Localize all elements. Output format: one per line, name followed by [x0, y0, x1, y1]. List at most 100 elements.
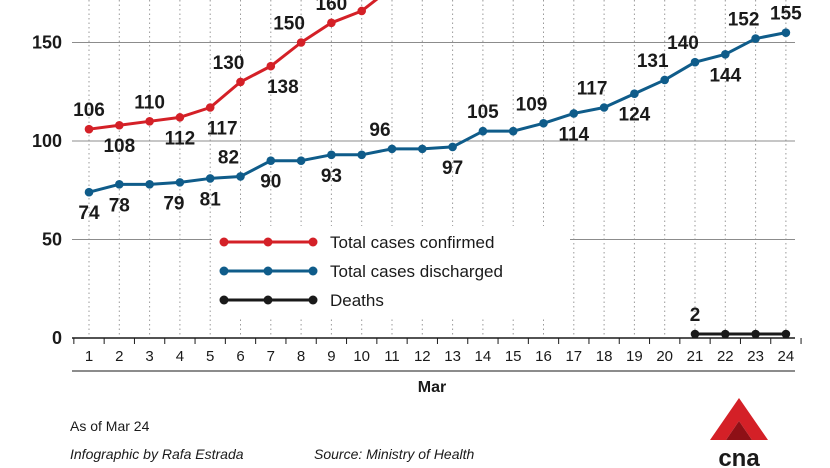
x-tick-label: 15: [505, 348, 522, 365]
data-point: [387, 144, 397, 154]
data-label: 150: [273, 14, 305, 35]
data-point: [84, 124, 94, 134]
data-label: 109: [516, 94, 548, 115]
data-label: 114: [558, 124, 589, 145]
x-tick-label: 23: [747, 348, 764, 365]
data-label: 155: [770, 4, 802, 25]
data-point: [175, 113, 185, 122]
cna-logo-mark: [710, 398, 768, 440]
data-point: [296, 38, 306, 47]
data-point: [690, 57, 700, 67]
legend-swatch-marker: [219, 237, 229, 247]
data-label: 106: [73, 100, 105, 121]
source-note: Source: Ministry of Health: [314, 446, 475, 462]
data-label: 97: [442, 158, 463, 179]
x-tick-label: 17: [565, 348, 582, 365]
data-point: [327, 18, 336, 28]
legend-swatch-marker: [308, 266, 318, 276]
data-point: [630, 89, 639, 99]
data-label: 117: [207, 119, 238, 140]
cna-logo-mark-shade: [726, 421, 752, 440]
as-of-date: As of Mar 24: [70, 418, 150, 434]
x-tick-label: 20: [656, 348, 673, 365]
legend-swatch-marker: [308, 295, 318, 305]
data-point: [599, 103, 609, 112]
data-label: 110: [134, 92, 165, 113]
data-point: [236, 172, 245, 181]
legend-swatch-marker: [219, 266, 229, 276]
data-point: [115, 180, 124, 189]
legend-swatch-marker: [263, 295, 273, 305]
x-tick-label: 19: [626, 348, 643, 365]
data-label: 79: [163, 193, 184, 214]
data-point: [781, 28, 791, 37]
data-point: [145, 180, 154, 189]
legend-swatch-marker: [308, 237, 318, 247]
data-label: 2: [690, 305, 701, 326]
y-tick-label: 100: [32, 131, 62, 151]
series-line: [88, 31, 787, 194]
legend-swatch-marker: [219, 295, 229, 305]
x-tick-label: 6: [236, 348, 244, 365]
legend-label: Total cases confirmed: [330, 233, 494, 252]
data-point: [115, 120, 124, 130]
x-tick-label: 18: [596, 348, 613, 365]
data-point: [569, 109, 579, 118]
y-tick-label: 150: [32, 33, 62, 53]
legend-label: Deaths: [330, 291, 384, 310]
data-label: 117: [577, 79, 608, 100]
data-label: 96: [369, 120, 390, 141]
chart-legend: Total cases confirmed Total cases dischar…: [212, 226, 570, 318]
x-tick-label: 7: [267, 348, 275, 365]
x-tick-label: 5: [206, 348, 214, 365]
data-label: 160: [316, 0, 348, 15]
data-point: [690, 329, 700, 339]
x-tick-label: 14: [475, 348, 492, 365]
data-point: [357, 150, 367, 160]
data-point: [205, 103, 215, 112]
data-label: 82: [218, 147, 239, 168]
x-axis: Mar 1 2 3 4 5 6 7 8 9 10 11 12 13 14 15 16 17 18 19 20 21 22 2…: [72, 337, 802, 396]
x-tick-label: 12: [414, 348, 431, 365]
data-label: 81: [200, 189, 222, 210]
x-tick-label: 21: [687, 348, 704, 365]
data-point: [751, 329, 760, 339]
data-label: 144: [709, 65, 741, 86]
x-tick-label: 10: [353, 348, 370, 365]
x-tick-label: 1: [85, 348, 93, 365]
data-point: [236, 77, 245, 87]
data-point: [721, 50, 730, 59]
data-point: [781, 329, 791, 339]
legend-swatch-marker: [263, 237, 273, 247]
data-point: [539, 118, 548, 128]
x-tick-label: 16: [535, 348, 552, 365]
y-axis: 0 50 100 150: [32, 33, 62, 349]
x-tick-label: 3: [145, 348, 153, 365]
data-point: [751, 34, 760, 43]
data-point: [418, 144, 427, 154]
data-label: 124: [619, 105, 651, 126]
data-point: [448, 142, 457, 152]
data-label: 130: [213, 53, 245, 74]
data-label: 93: [321, 166, 342, 187]
data-point: [266, 61, 276, 71]
legend-swatch-marker: [263, 266, 273, 276]
data-point: [266, 156, 276, 165]
data-point: [660, 75, 669, 85]
data-point: [145, 117, 154, 126]
x-tick-label: 13: [444, 348, 461, 365]
data-label: 152: [728, 10, 760, 31]
cna-logo: cna: [710, 398, 768, 468]
data-label: 108: [103, 136, 135, 157]
infographic-credit: Infographic by Rafa Estrada: [70, 446, 244, 462]
x-tick-label: 22: [717, 348, 734, 365]
y-tick-label: 50: [42, 230, 62, 250]
data-label: 140: [667, 33, 699, 54]
x-tick-label: 9: [327, 348, 335, 365]
data-label: 131: [637, 51, 669, 72]
data-label: 138: [267, 77, 299, 98]
data-point: [205, 174, 215, 183]
data-label: 105: [467, 102, 499, 123]
